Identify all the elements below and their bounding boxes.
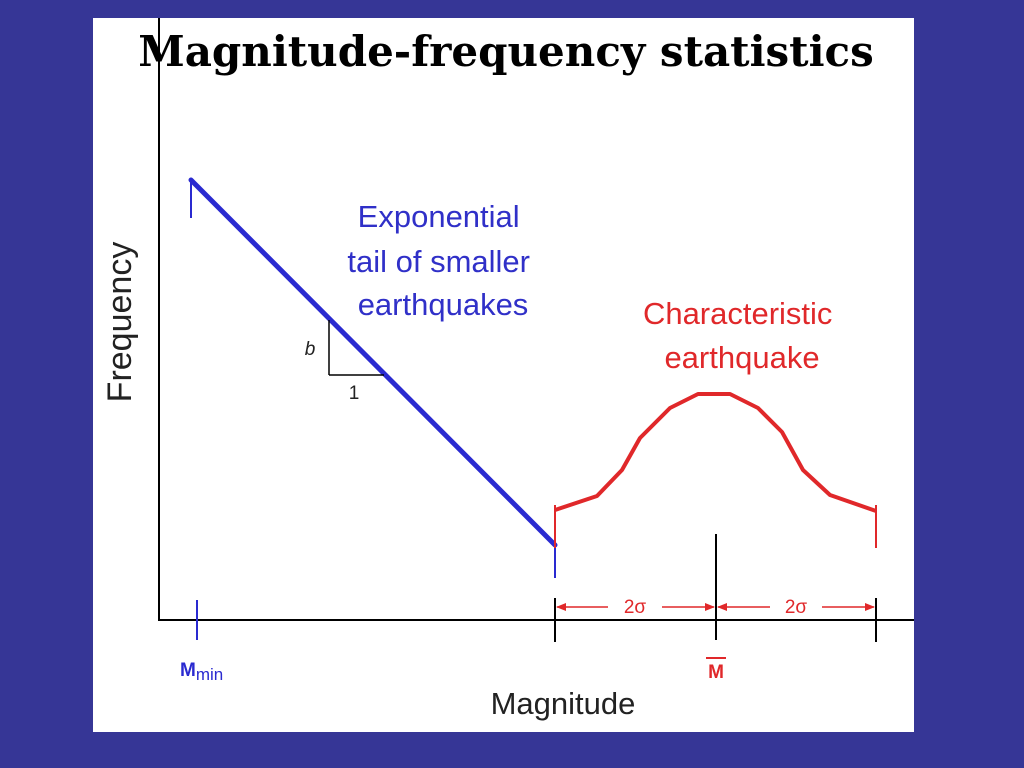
exponential-label-line-2: tail of smaller: [347, 244, 530, 279]
characteristic-label-line-1: Characteristic: [643, 296, 833, 331]
slide-title: Magnitude-frequency statistics: [138, 27, 874, 76]
magnitude-ticks: [196, 598, 877, 642]
exponential-tail-line: [188, 177, 558, 548]
sigma-ranges: 2σ 2σ: [556, 597, 875, 618]
figure-panel: [93, 18, 914, 732]
slope-run-label: 1: [349, 383, 360, 404]
exponential-tail: [188, 177, 558, 578]
slope-triangle: b 1: [305, 320, 384, 404]
left-sigma-label: 2σ: [624, 597, 647, 618]
mean-magnitude-label-group: M: [706, 657, 726, 683]
x-axis-label: Magnitude: [491, 686, 636, 721]
characteristic-label-line-2: earthquake: [664, 340, 819, 375]
m-min-label: Mmin: [180, 660, 223, 684]
right-sigma-label: 2σ: [785, 597, 808, 618]
exponential-label: Exponential tail of smaller earthquakes: [347, 199, 538, 322]
mean-magnitude-label: M: [708, 662, 724, 683]
m-min-main: M: [180, 660, 196, 681]
exponential-label-line-3: earthquakes: [358, 287, 529, 322]
y-axis-label: Frequency: [101, 242, 139, 403]
axes: [158, 18, 914, 621]
exponential-label-line-1: Exponential: [358, 199, 520, 234]
m-min-subscript: min: [196, 665, 223, 684]
characteristic-peak: [554, 392, 877, 548]
slope-rise-label: b: [305, 339, 316, 360]
characteristic-label: Characteristic earthquake: [643, 296, 841, 375]
characteristic-curve: [554, 392, 877, 513]
